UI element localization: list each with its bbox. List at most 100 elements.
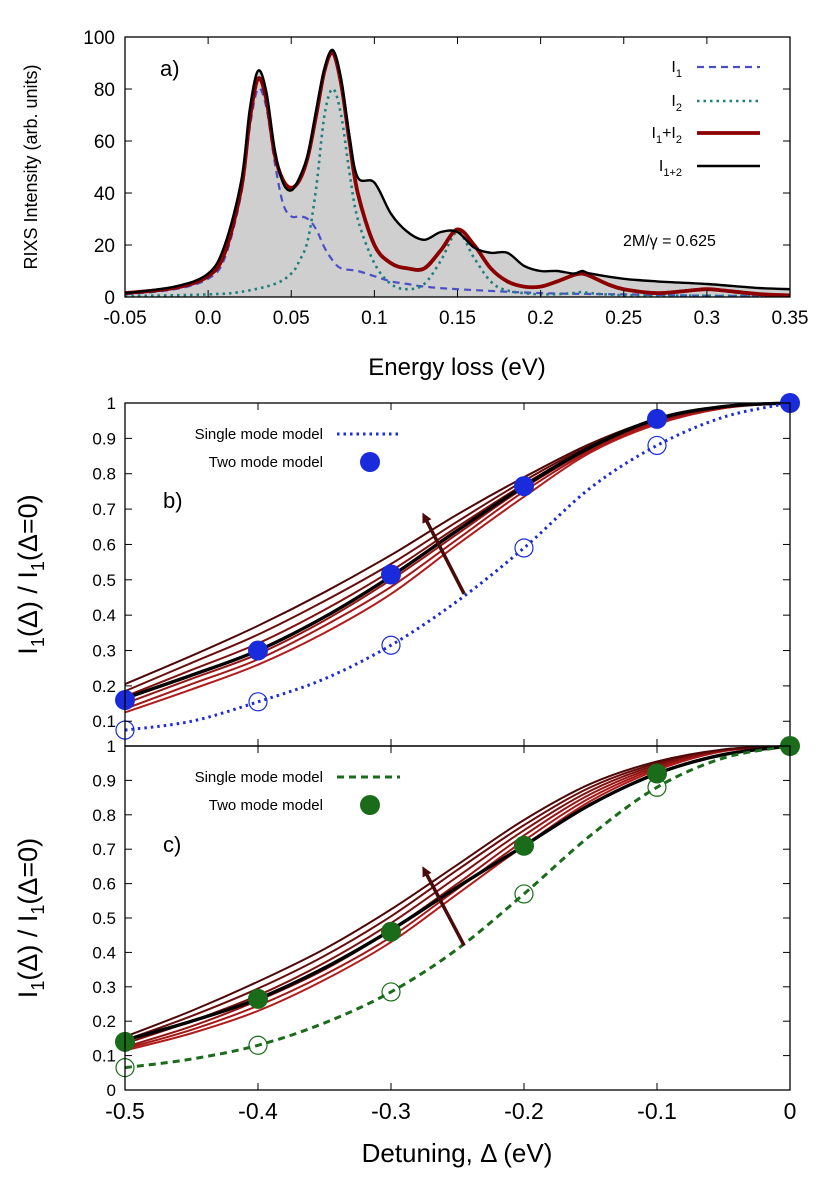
single-mode-point xyxy=(381,635,401,655)
panel-b-label: b) xyxy=(163,488,183,513)
x-tick-label: 0.05 xyxy=(273,308,310,329)
series-i1-plus-2 xyxy=(124,48,791,295)
panel-a-xlabel: Energy loss (eV) xyxy=(368,354,545,381)
legend-label: I2 xyxy=(671,93,682,114)
x-tick-label: -0.3 xyxy=(371,1098,411,1124)
y-tick-label: 0.4 xyxy=(92,943,116,962)
single-mode-point xyxy=(248,1035,268,1055)
trend-arrow xyxy=(422,512,466,595)
two-mode-curve xyxy=(124,744,791,1042)
two-mode-point xyxy=(381,921,401,942)
legend-marker xyxy=(360,795,380,815)
y-tick-label: 1 xyxy=(107,394,116,413)
family-curve xyxy=(124,745,791,1052)
two-mode-point xyxy=(647,408,667,429)
x-tick-label: 0.15 xyxy=(439,308,476,329)
y-tick-label: 1 xyxy=(107,737,116,756)
y-tick-label: 0.7 xyxy=(92,500,116,519)
legend-marker xyxy=(360,452,380,472)
single-mode-point xyxy=(514,538,534,558)
y-tick-label: 0.7 xyxy=(92,840,116,859)
panel-a-annotation: 2M/γ = 0.625 xyxy=(623,233,716,250)
panel-a-ylabel: RIXS Intensity (arb. units) xyxy=(21,64,41,269)
y-tick-label: 0.9 xyxy=(92,429,116,448)
panel-b-ylabel: I1(Δ) / I1(Δ=0) xyxy=(13,494,48,654)
panel-c-legend: Single mode model Two mode model xyxy=(195,769,400,815)
two-mode-point xyxy=(514,835,534,856)
two-mode-point xyxy=(647,763,667,784)
family-curve xyxy=(124,402,791,714)
y-tick-label: 80 xyxy=(94,80,115,101)
two-mode-point xyxy=(514,476,534,497)
series-i1-plus-i2 xyxy=(124,50,791,298)
y-tick-label: 0.2 xyxy=(92,1012,116,1031)
y-tick-label: 0.1 xyxy=(92,712,116,731)
y-tick-label: 0.6 xyxy=(92,875,116,894)
legend-label: I1+I2 xyxy=(652,125,683,146)
family-curve xyxy=(124,402,791,693)
y-tick-label: 100 xyxy=(83,28,115,49)
panel-b-chart: 0.1 0.2 0.3 0.4 0.5 0.6 0.7 0.8 0.9 1 b) Single m… xyxy=(13,393,800,747)
y-tick-label: 60 xyxy=(94,132,115,153)
legend-label: Two mode model xyxy=(209,454,323,471)
single-mode-point xyxy=(248,692,268,712)
total-intensity-fill xyxy=(125,49,790,298)
y-tick-label: 0.9 xyxy=(92,771,116,790)
panel-a-chart: -0.05 0.0 0.05 0.1 0.15 0.2 0.25 0.3 0.35 0 20 40 6… xyxy=(21,28,808,381)
single-mode-curve xyxy=(124,401,791,732)
x-tick-label: 0.25 xyxy=(605,308,642,329)
family-curve xyxy=(124,745,791,1042)
y-tick-label: 0.3 xyxy=(92,642,116,661)
legend-label: I1 xyxy=(671,59,682,80)
x-tick-label: 0.0 xyxy=(195,308,221,329)
trend-arrow xyxy=(422,866,466,947)
legend-label: Two mode model xyxy=(209,797,323,814)
panel-c-label: c) xyxy=(163,832,181,857)
two-mode-point xyxy=(248,988,268,1009)
y-tick-label: 40 xyxy=(94,184,115,205)
panel-a-legend: I1 I2 I1+I2 I1+2 xyxy=(652,59,760,179)
family-curve xyxy=(124,745,791,1048)
y-tick-label: 0 xyxy=(107,1081,116,1100)
panel-a-label: a) xyxy=(160,56,180,81)
family-curve xyxy=(124,402,791,705)
panel-c-ylabel: I1(Δ) / I1(Δ=0) xyxy=(13,838,48,998)
y-tick-label: 0.5 xyxy=(92,909,116,928)
y-tick-label: 0.5 xyxy=(92,571,116,590)
x-tick-label: -0.1 xyxy=(637,1098,677,1124)
x-tick-label: -0.2 xyxy=(504,1098,544,1124)
two-mode-point xyxy=(381,564,401,585)
x-tick-label: -0.05 xyxy=(103,308,146,329)
legend-label: Single mode model xyxy=(195,769,323,786)
family-curve xyxy=(124,402,791,698)
y-tick-label: 20 xyxy=(94,236,115,257)
family-curve xyxy=(124,745,791,1038)
panel-c-xlabel: Detuning, Δ (eV) xyxy=(362,1138,553,1168)
single-mode-curve xyxy=(124,744,791,1070)
legend-label: Single mode model xyxy=(195,426,323,443)
panel-c-chart: -0.5 -0.4 -0.3 -0.2 -0.1 0 0 0.1 0.2 0.3 0.4 0.5 0.… xyxy=(13,736,800,1168)
x-tick-label: 0.2 xyxy=(527,308,553,329)
x-tick-label: 0.35 xyxy=(772,308,809,329)
y-tick-label: 0 xyxy=(104,288,115,309)
y-tick-label: 0.8 xyxy=(92,465,116,484)
y-axis-label: I1(Δ) / I1(Δ=0) xyxy=(13,494,48,654)
y-tick-label: 0.8 xyxy=(92,806,116,825)
two-mode-curve xyxy=(124,401,791,700)
single-mode-point xyxy=(381,982,401,1002)
y-tick-label: 0.3 xyxy=(92,978,116,997)
x-tick-label: -0.5 xyxy=(105,1098,145,1124)
series-i2 xyxy=(124,87,791,298)
two-mode-point xyxy=(248,640,268,661)
legend-label: I1+2 xyxy=(659,158,682,179)
single-mode-point xyxy=(514,884,534,904)
y-tick-label: 0.6 xyxy=(92,535,116,554)
family-curve xyxy=(124,402,791,710)
x-tick-label: 0.1 xyxy=(361,308,387,329)
single-mode-point xyxy=(647,435,667,456)
series-i1 xyxy=(124,87,791,298)
family-curve xyxy=(124,745,791,1045)
x-tick-label: 0.3 xyxy=(694,308,720,329)
y-tick-label: 0.1 xyxy=(92,1047,116,1066)
